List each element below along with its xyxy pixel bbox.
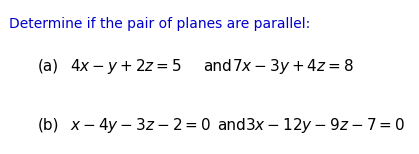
Text: (b): (b)	[38, 118, 59, 133]
Text: and: and	[203, 59, 231, 74]
Text: $x - 4y - 3z - 2 = 0$: $x - 4y - 3z - 2 = 0$	[70, 116, 211, 135]
Text: $7x - 3y + 4z = 8$: $7x - 3y + 4z = 8$	[232, 57, 354, 76]
Text: (a): (a)	[38, 59, 59, 74]
Text: and: and	[217, 118, 246, 133]
Text: Determine if the pair of planes are parallel:: Determine if the pair of planes are para…	[9, 16, 310, 30]
Text: $3x - 12y - 9z - 7 = 0$: $3x - 12y - 9z - 7 = 0$	[245, 116, 405, 135]
Text: $4x - y + 2z = 5$: $4x - y + 2z = 5$	[70, 57, 182, 76]
